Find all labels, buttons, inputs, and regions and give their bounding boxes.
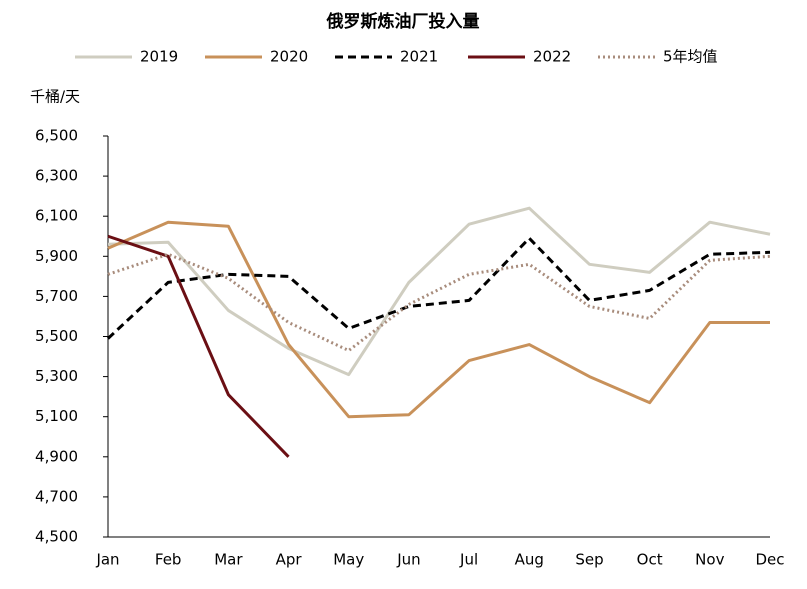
legend-label: 2020 xyxy=(270,48,308,66)
series-line xyxy=(107,206,771,377)
x-tick-label: Feb xyxy=(155,551,182,569)
legend-label: 2021 xyxy=(400,48,438,66)
x-tick-label: Nov xyxy=(695,551,724,569)
y-tick-label: 6,100 xyxy=(35,207,78,225)
chart-title: 俄罗斯炼油厂投入量 xyxy=(326,11,480,32)
y-tick-label: 5,500 xyxy=(35,327,78,345)
legend-label: 2019 xyxy=(140,48,178,66)
x-tick-label: Jun xyxy=(396,551,420,569)
y-tick-label: 4,900 xyxy=(35,447,78,465)
series-line xyxy=(107,220,770,419)
y-tick-label: 5,700 xyxy=(35,287,78,305)
y-tick-label: 4,500 xyxy=(35,528,78,546)
legend-label: 2022 xyxy=(533,48,571,66)
series-line xyxy=(107,234,290,458)
y-tick-label: 5,300 xyxy=(35,367,78,385)
y-tick-label: 5,900 xyxy=(35,247,78,265)
x-tick-label: Jul xyxy=(459,551,478,569)
x-tick-label: Jan xyxy=(95,551,119,569)
y-tick-label: 6,300 xyxy=(35,167,78,185)
x-tick-label: Mar xyxy=(214,551,243,569)
x-tick-label: Oct xyxy=(637,551,663,569)
x-tick-label: Aug xyxy=(515,551,544,569)
x-tick-label: May xyxy=(333,551,364,569)
y-tick-label: 4,700 xyxy=(35,487,78,505)
y-tick-label: 6,500 xyxy=(35,127,78,145)
y-tick-label: 5,100 xyxy=(35,407,78,425)
legend-label: 5年均值 xyxy=(663,48,718,66)
series-line xyxy=(106,236,771,340)
x-tick-label: Apr xyxy=(276,551,303,569)
x-tick-label: Dec xyxy=(755,551,784,569)
x-tick-label: Sep xyxy=(575,551,603,569)
y-axis-label: 千桶/天 xyxy=(30,88,80,106)
